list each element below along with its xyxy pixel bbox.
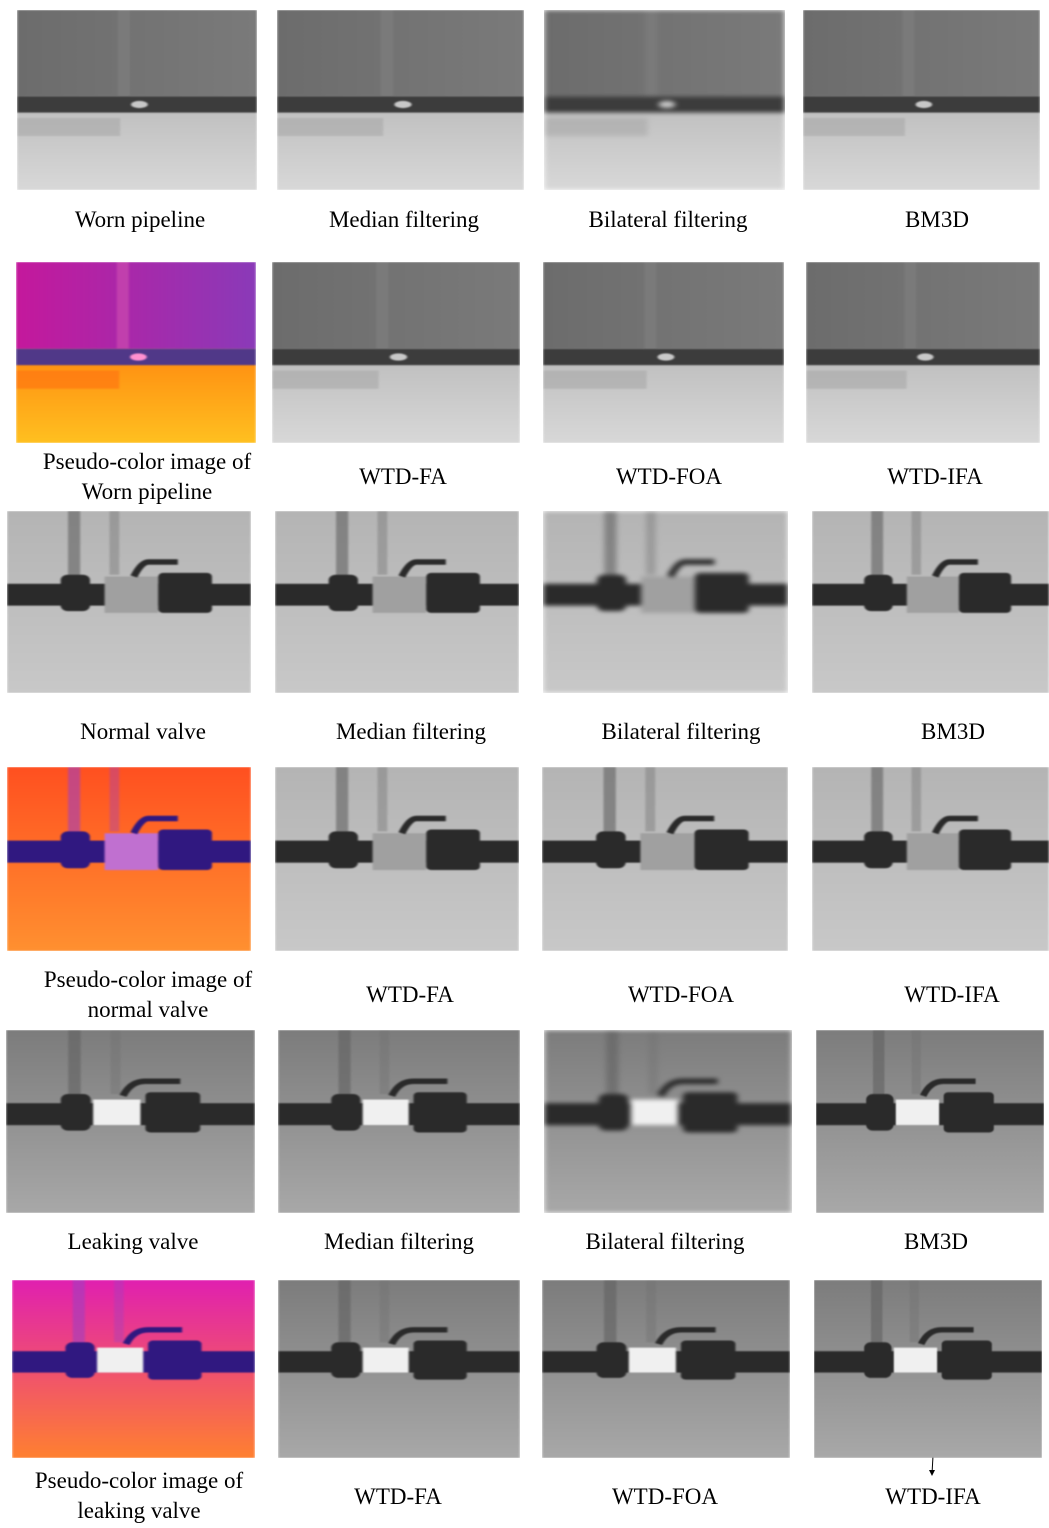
thermal-image	[542, 767, 788, 951]
caption-line: Normal valve	[80, 717, 206, 747]
caption: Leaking valve	[68, 1227, 199, 1257]
caption: WTD-FOA	[628, 980, 734, 1010]
caption-line: leaking valve	[35, 1496, 243, 1526]
caption-line: Bilateral filtering	[601, 717, 760, 747]
caption: BM3D	[904, 1227, 968, 1257]
caption-line: BM3D	[904, 1227, 968, 1257]
caption-line: BM3D	[905, 205, 969, 235]
thermal-image	[543, 262, 784, 443]
caption-line: Bilateral filtering	[585, 1227, 744, 1257]
arrow	[926, 1456, 938, 1478]
caption-line: WTD-FA	[354, 1482, 442, 1512]
thermal-image	[806, 262, 1040, 443]
thermal-image	[277, 10, 524, 190]
thermal-image	[812, 511, 1049, 693]
caption-line: WTD-IFA	[885, 1482, 980, 1512]
thermal-image	[16, 262, 256, 443]
caption: WTD-IFA	[904, 980, 999, 1010]
caption: Median filtering	[324, 1227, 474, 1257]
thermal-image	[814, 1280, 1042, 1458]
thermal-image	[816, 1030, 1044, 1213]
caption-line: Worn pipeline	[43, 477, 251, 507]
caption-line: Median filtering	[324, 1227, 474, 1257]
caption-line: Pseudo-color image of	[35, 1466, 243, 1496]
thermal-image	[542, 1280, 790, 1458]
caption-line: Bilateral filtering	[588, 205, 747, 235]
caption-line: WTD-IFA	[887, 462, 982, 492]
thermal-image	[12, 1280, 255, 1458]
caption: WTD-IFA	[885, 1482, 980, 1512]
caption: Bilateral filtering	[601, 717, 760, 747]
caption-line: BM3D	[921, 717, 985, 747]
thermal-image	[812, 767, 1049, 951]
caption: Bilateral filtering	[588, 205, 747, 235]
caption-line: Median filtering	[329, 205, 479, 235]
thermal-image	[803, 10, 1040, 190]
caption: BM3D	[921, 717, 985, 747]
thermal-image	[7, 511, 251, 693]
caption-line: Leaking valve	[68, 1227, 199, 1257]
caption: WTD-FA	[354, 1482, 442, 1512]
caption-line: WTD-FOA	[616, 462, 722, 492]
caption: BM3D	[905, 205, 969, 235]
caption: WTD-IFA	[887, 462, 982, 492]
caption: Median filtering	[329, 205, 479, 235]
caption: WTD-FA	[366, 980, 454, 1010]
caption: WTD-FOA	[612, 1482, 718, 1512]
caption-line: Pseudo-color image of	[43, 447, 251, 477]
caption-line: WTD-FOA	[628, 980, 734, 1010]
caption: WTD-FOA	[616, 462, 722, 492]
thermal-image	[275, 511, 519, 693]
caption-line: Median filtering	[336, 717, 486, 747]
caption: Worn pipeline	[75, 205, 205, 235]
caption-line: Pseudo-color image of	[44, 965, 252, 995]
caption-line: WTD-FOA	[612, 1482, 718, 1512]
thermal-image	[7, 767, 251, 951]
caption: Normal valve	[80, 717, 206, 747]
thermal-image	[272, 262, 520, 443]
thermal-image	[544, 10, 785, 190]
thermal-image	[275, 767, 519, 951]
caption-line: WTD-IFA	[904, 980, 999, 1010]
thermal-image	[543, 511, 788, 693]
caption: Median filtering	[336, 717, 486, 747]
caption-line: WTD-FA	[366, 980, 454, 1010]
thermal-image	[278, 1030, 520, 1213]
caption-line: Worn pipeline	[75, 205, 205, 235]
thermal-image	[6, 1030, 255, 1213]
caption: WTD-FA	[359, 462, 447, 492]
thermal-image	[544, 1030, 792, 1213]
thermal-image	[278, 1280, 520, 1458]
figure: Worn pipeline Median filtering Bilateral…	[0, 0, 1049, 1528]
caption-line: WTD-FA	[359, 462, 447, 492]
thermal-image	[17, 10, 257, 190]
caption-line: normal valve	[44, 995, 252, 1025]
caption: Bilateral filtering	[585, 1227, 744, 1257]
